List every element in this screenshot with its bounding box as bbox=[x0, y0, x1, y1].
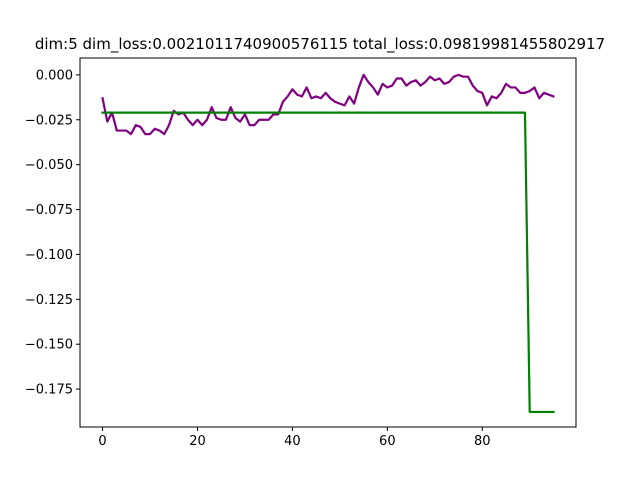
y-tick-label: −0.025 bbox=[25, 113, 73, 128]
series-layer bbox=[101, 73, 555, 414]
x-tick-label: 60 bbox=[379, 434, 396, 449]
plot-frame bbox=[79, 57, 577, 428]
axes-layer: 0 20 40 60 80 0.000 −0.025 −0.050 −0.075 −0.100 −0… bbox=[25, 57, 577, 449]
series-line-2 bbox=[101, 111, 555, 414]
y-tick-label: −0.075 bbox=[25, 203, 73, 218]
x-tick-label: 20 bbox=[189, 434, 206, 449]
y-tick-label: −0.100 bbox=[25, 248, 73, 263]
y-tick-label: −0.050 bbox=[25, 158, 73, 173]
x-tick-label: 40 bbox=[284, 434, 301, 449]
y-tick-label: −0.125 bbox=[25, 293, 73, 308]
x-tick-label: 0 bbox=[98, 434, 106, 449]
y-tick-label: −0.175 bbox=[25, 383, 73, 398]
x-tick-label: 80 bbox=[474, 434, 491, 449]
series-line-1 bbox=[101, 73, 555, 136]
y-tick-label: −0.150 bbox=[25, 338, 73, 353]
chart-title: dim:5 dim_loss:0.0021011740900576115 tot… bbox=[35, 35, 605, 54]
y-tick-label: 0.000 bbox=[36, 68, 73, 83]
